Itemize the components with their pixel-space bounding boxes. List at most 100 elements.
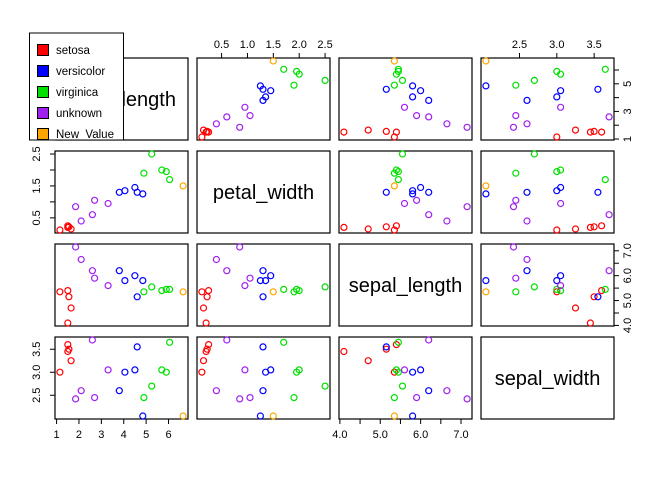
data-point-unknown <box>71 243 80 251</box>
legend-swatch-virginica <box>37 86 49 98</box>
panel-row1-col2 <box>196 57 331 141</box>
data-point-unknown <box>71 395 80 403</box>
data-point-setosa <box>571 126 580 134</box>
data-point-versicolor <box>482 277 490 285</box>
data-point-setosa <box>571 225 580 233</box>
axis-tick-label: 0.5 <box>214 39 229 51</box>
data-point-setosa <box>590 293 598 301</box>
data-point-virginica <box>390 394 398 402</box>
data-point-virginica <box>556 70 565 78</box>
axis-tick-label: 7.0 <box>622 243 634 258</box>
panel-row2-col4 <box>480 150 615 234</box>
data-point-virginica <box>321 76 329 85</box>
data-point-versicolor <box>556 272 565 280</box>
data-point-virginica <box>392 70 400 78</box>
axis-tick-label: 1.5 <box>266 39 281 51</box>
data-point-versicolor <box>382 85 390 93</box>
data-point-unknown <box>512 274 520 282</box>
data-point-virginica <box>321 382 329 390</box>
data-point-unknown <box>605 211 613 219</box>
data-point-setosa <box>198 133 206 141</box>
axis-tick-label: 3.0 <box>31 365 43 380</box>
data-point-versicolor <box>409 93 417 101</box>
data-point-versicolor <box>482 82 490 90</box>
axis-tick-label: 4.0 <box>332 429 347 441</box>
data-point-virginica <box>295 70 303 78</box>
data-point-unknown <box>605 267 613 275</box>
data-point-versicolor <box>382 188 390 196</box>
panel-row4-col1 <box>54 336 189 420</box>
data-point-unknown <box>556 282 565 290</box>
data-point-versicolor <box>553 93 561 101</box>
axis-tick-label: 5 <box>622 81 634 87</box>
data-point-virginica <box>148 283 156 291</box>
data-point-unknown <box>556 199 565 208</box>
data-point-setosa <box>571 304 580 312</box>
data-point-virginica <box>512 288 520 296</box>
legend-label-virginica: virginica <box>56 87 99 99</box>
data-point-setosa <box>340 347 348 356</box>
data-point-New_Value <box>482 57 490 65</box>
legend-label-setosa: setosa <box>56 45 90 57</box>
data-point-versicolor <box>425 188 433 196</box>
diagonal-label-sepal_width: sepal_width <box>495 368 601 390</box>
axis-tick-label: 3.5 <box>586 39 601 51</box>
data-point-virginica <box>512 169 520 177</box>
data-point-virginica <box>280 338 288 346</box>
data-point-virginica <box>321 283 329 291</box>
data-point-versicolor <box>267 87 275 95</box>
data-point-setosa <box>203 293 211 301</box>
data-point-setosa <box>198 368 206 376</box>
data-point-versicolor <box>409 368 417 376</box>
data-point-unknown <box>443 217 451 225</box>
data-point-versicolor <box>131 272 139 280</box>
data-point-unknown <box>77 255 85 264</box>
data-point-virginica <box>394 176 402 184</box>
data-point-unknown <box>212 387 220 395</box>
axis-tick-label: 1.5 <box>31 178 43 193</box>
data-point-virginica <box>280 285 288 293</box>
diagonal-panel-row3-col3 <box>338 243 473 327</box>
data-point-setosa <box>64 319 72 327</box>
legend-swatch-unknown <box>37 107 49 119</box>
data-point-setosa <box>586 128 595 136</box>
data-point-virginica <box>394 168 402 176</box>
data-point-virginica <box>390 81 398 89</box>
data-point-New_Value <box>482 288 490 296</box>
data-point-unknown <box>443 120 451 128</box>
data-point-unknown <box>90 274 99 282</box>
data-point-virginica <box>162 285 170 293</box>
data-point-setosa <box>590 127 598 135</box>
axis-tick-label: 2 <box>76 429 82 441</box>
axis-tick-label: 2.5 <box>31 388 43 403</box>
data-point-virginica <box>398 150 407 158</box>
data-point-unknown <box>90 394 99 402</box>
data-point-unknown <box>88 336 97 344</box>
legend-swatch-New_Value <box>37 128 49 140</box>
data-point-setosa <box>364 357 372 365</box>
axis-tick-label: 3 <box>98 429 104 441</box>
data-point-virginica <box>280 65 288 73</box>
data-point-virginica <box>290 288 298 296</box>
data-point-New_Value <box>179 412 187 420</box>
axis-tick-label: 5.0 <box>373 429 388 441</box>
data-point-unknown <box>88 211 97 219</box>
data-point-versicolor <box>259 293 267 301</box>
panel-row3-col1 <box>54 243 189 327</box>
data-point-versicolor <box>409 187 417 195</box>
data-point-virginica <box>601 65 609 73</box>
data-point-versicolor <box>133 343 141 351</box>
data-point-unknown <box>512 111 520 120</box>
data-point-unknown <box>236 395 244 403</box>
data-point-versicolor <box>256 412 264 420</box>
data-point-virginica <box>530 283 539 291</box>
data-point-virginica <box>290 81 298 89</box>
data-point-versicolor <box>417 183 425 192</box>
data-point-unknown <box>605 113 613 121</box>
axis-tick-label: 6 <box>165 429 171 441</box>
data-point-virginica <box>556 166 565 174</box>
panel-row1-col3 <box>338 57 473 141</box>
data-point-virginica <box>295 366 303 374</box>
data-point-setosa <box>553 133 561 141</box>
